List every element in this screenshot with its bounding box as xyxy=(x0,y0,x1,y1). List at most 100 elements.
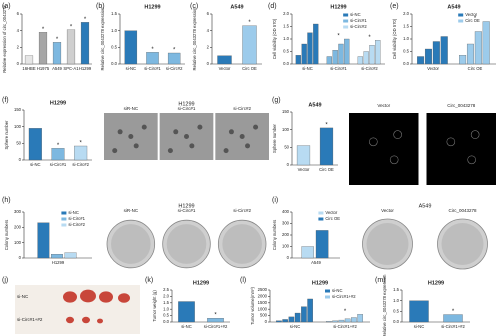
bar xyxy=(369,45,375,65)
bar xyxy=(459,55,467,65)
image-caption: si-Circ#1 xyxy=(178,208,196,213)
y-tick-label: 200 xyxy=(14,224,22,229)
bar xyxy=(294,312,301,323)
panel-label: (f) xyxy=(2,97,9,104)
y-tick-label: 1.0 xyxy=(393,298,399,303)
chart-title: A549 xyxy=(308,102,321,108)
row-label: si-NC xyxy=(17,294,29,299)
legend-label: si-Circ#1+#2 xyxy=(332,294,356,299)
y-tick-label: 1.0 xyxy=(283,36,289,41)
chart-title: H1299 xyxy=(144,4,160,10)
x-tick-label: si-NC xyxy=(290,324,300,329)
image-caption: si-Circ#2 xyxy=(233,208,251,213)
image-caption: siR-NC xyxy=(124,106,139,111)
y-tick-label: 1.5 xyxy=(283,24,289,29)
bar xyxy=(24,55,34,65)
y-tick-label: 0.5 xyxy=(283,49,289,54)
x-tick-label: si-Circ#1+#2 xyxy=(204,324,228,329)
legend-swatch xyxy=(325,295,330,299)
bar xyxy=(28,128,42,161)
bar xyxy=(344,38,350,65)
significance-mark: * xyxy=(70,24,73,30)
y-tick-label: 50 xyxy=(284,144,289,149)
bar xyxy=(64,252,77,259)
y-tick-label: 0 xyxy=(19,255,22,260)
tumor xyxy=(80,289,96,303)
y-tick-label: 0.5 xyxy=(111,44,117,49)
image-title: H1299 xyxy=(178,203,194,209)
y-tick-label: 100 xyxy=(14,124,22,129)
colony-plate-inner xyxy=(222,224,262,264)
bar xyxy=(52,42,62,65)
bar xyxy=(357,56,363,65)
legend-label: si-Circ#2 xyxy=(68,222,85,227)
y-axis-label: Relative expression of circ_0043278 xyxy=(2,5,7,73)
x-tick-label: si-NC xyxy=(414,324,424,329)
y-tick-label: 0.5 xyxy=(163,313,169,318)
bar xyxy=(74,145,88,161)
chart-title: H1299 xyxy=(193,280,209,286)
sphere xyxy=(245,143,251,149)
bar xyxy=(301,43,307,65)
y-tick-label: 500 xyxy=(260,313,268,318)
bar xyxy=(282,319,288,323)
bar xyxy=(443,314,463,323)
bar xyxy=(338,43,344,65)
y-tick-label: 0 xyxy=(265,319,268,324)
y-tick-label: 0 xyxy=(17,61,20,66)
y-axis-label: Tumor weight (g) xyxy=(152,290,157,322)
y-tick-label: 0 xyxy=(19,157,22,162)
image-caption: Circ_0043278 xyxy=(448,208,477,213)
x-tick-label: si-NC xyxy=(181,324,191,329)
y-tick-label: 4 xyxy=(17,28,20,33)
chart-title: A549 xyxy=(447,4,460,10)
bar xyxy=(288,316,295,323)
x-tick-label: SPC-A1 xyxy=(63,66,79,71)
bar xyxy=(417,56,425,65)
image-caption: Vector xyxy=(377,103,390,108)
y-tick-label: 6 xyxy=(17,11,20,16)
bar xyxy=(424,48,432,65)
significance-mark: * xyxy=(42,27,45,33)
y-tick-label: 1000 xyxy=(258,306,268,311)
x-tick-label: si-Circ#1+#2 xyxy=(333,324,357,329)
significance-mark: * xyxy=(337,34,340,40)
y-tick-label: 100 xyxy=(14,240,22,245)
sphere xyxy=(239,134,245,139)
panel-label: (d) xyxy=(268,3,277,10)
bar xyxy=(38,32,48,65)
x-tick-label: si-Circ#2 xyxy=(166,66,183,71)
x-tick-label: si-Circ#2 xyxy=(72,162,89,167)
sphere xyxy=(173,129,179,135)
bar xyxy=(326,56,332,65)
bar xyxy=(295,55,301,65)
y-tick-label: 300 xyxy=(14,209,22,214)
x-tick-label: si-NC xyxy=(126,66,136,71)
bar xyxy=(51,148,65,161)
panel-label: (i) xyxy=(272,197,278,204)
legend-swatch xyxy=(458,13,464,17)
sphere xyxy=(446,137,456,147)
row-label: si-Circ#1+#2 xyxy=(17,317,43,322)
sphere xyxy=(467,155,476,165)
significance-mark: * xyxy=(79,141,82,147)
y-axis-label: Sphere number xyxy=(272,123,277,152)
x-tick-label: si-Circ#1 xyxy=(144,66,161,71)
y-axis-label: Relative circ_0043278 expression xyxy=(382,274,387,336)
y-axis-label: Colony numbers xyxy=(4,220,9,251)
chart-title: H1299 xyxy=(50,100,66,106)
bar xyxy=(307,32,313,65)
image-caption: si-Circ#2 xyxy=(233,106,251,111)
image-caption: si-Circ#1 xyxy=(178,106,196,111)
tumor xyxy=(63,291,77,303)
y-axis-label: Cell viability (OD 570) xyxy=(392,18,397,59)
y-tick-label: 0 xyxy=(287,162,290,167)
sphere xyxy=(393,130,402,139)
y-tick-label: 0.0 xyxy=(163,319,169,324)
x-tick-label: H1975 xyxy=(37,66,50,71)
y-tick-label: 0.5 xyxy=(403,49,409,54)
legend-swatch xyxy=(343,19,349,23)
y-tick-label: 1.5 xyxy=(403,24,409,29)
y-tick-label: 1500 xyxy=(258,300,268,305)
bar xyxy=(178,301,195,323)
